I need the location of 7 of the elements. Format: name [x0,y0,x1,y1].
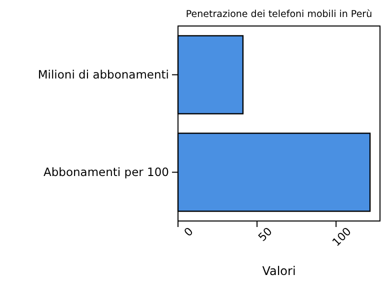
chart-title: Penetrazione dei telefoni mobili in Perù [186,9,372,20]
y-tick-label: Abbonamenti per 100 [44,164,169,179]
x-axis-title: Valori [262,264,296,278]
y-tick-label: Milioni di abbonamenti [38,67,169,82]
x-tick-label: 100 [330,224,354,249]
x-tick-label: 50 [256,224,275,244]
x-tick-label: 0 [182,224,196,240]
